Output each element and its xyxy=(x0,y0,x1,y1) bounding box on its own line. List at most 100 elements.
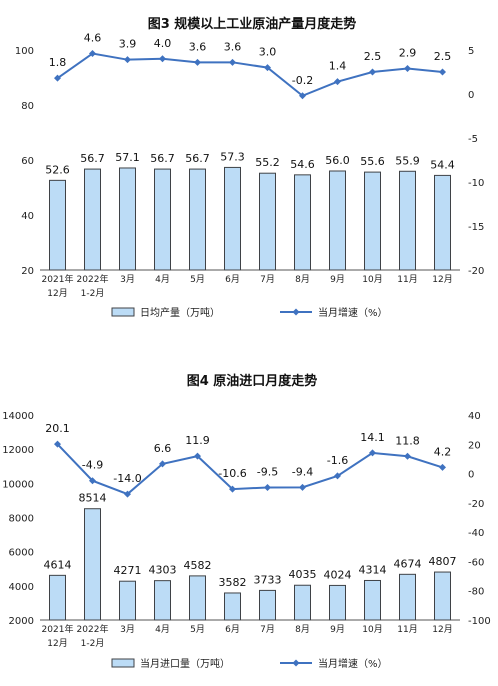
chart2-category-label: 7月 xyxy=(260,624,275,635)
chart2-legend-bar-swatch xyxy=(111,658,135,668)
chart1-bar xyxy=(224,166,241,271)
chart1-right-tick-label: 5 xyxy=(468,46,474,57)
chart2-line-data-label: 4.2 xyxy=(434,445,452,458)
chart1-bar xyxy=(399,170,416,271)
chart2-category-label: 10月 xyxy=(362,624,382,635)
chart2-line-point xyxy=(404,452,411,460)
chart1-legend-line-marker xyxy=(292,308,300,316)
chart1-category-label: 11月 xyxy=(397,274,417,285)
chart2-bar xyxy=(399,573,416,621)
chart2-category-label: 2022年 xyxy=(77,623,109,635)
chart2-bar-data-label: 4674 xyxy=(394,557,422,570)
chart2-category-label: 9月 xyxy=(330,624,345,635)
chart1-bar xyxy=(294,174,311,271)
chart1-bar xyxy=(49,179,66,271)
chart1-title: 图3 规模以上工业原油产量月度走势 xyxy=(148,16,357,32)
chart2-bar xyxy=(364,579,381,621)
chart1-legend-bar-label: 日均产量（万吨） xyxy=(140,306,220,319)
chart1-bar xyxy=(259,172,276,271)
chart2-bar-data-label: 4024 xyxy=(324,568,352,581)
chart1-bar xyxy=(84,168,101,271)
chart2-line-data-label: -1.6 xyxy=(327,454,348,467)
chart2-line-data-label: 6.6 xyxy=(154,442,172,455)
chart2-bar-data-label: 3733 xyxy=(254,573,282,586)
chart2-category-label: 8月 xyxy=(295,624,310,635)
chart1-line-data-label: 3.6 xyxy=(189,40,207,53)
chart1-category-label: 10月 xyxy=(362,274,382,285)
chart1-line-data-label: 2.5 xyxy=(434,50,452,63)
chart2-bar-data-label: 4303 xyxy=(149,564,177,577)
chart2-category-label: 4月 xyxy=(155,624,170,635)
chart2-bar-data-label: 4807 xyxy=(429,555,457,568)
chart1-category-label: 1-2月 xyxy=(81,288,105,299)
chart2-category-label: 2021年 xyxy=(42,623,74,635)
chart2-bar xyxy=(154,580,171,621)
chart1-left-tick-label: 100 xyxy=(15,46,34,57)
chart1-bar-data-label: 54.4 xyxy=(430,158,455,171)
chart2-legend-bar-label: 当月进口量（万吨） xyxy=(140,657,230,670)
chart2-line-point xyxy=(334,472,341,480)
chart2-line-data-label: -9.4 xyxy=(292,465,313,478)
chart1-line-data-label: 1.8 xyxy=(49,56,67,69)
chart2-line-point xyxy=(159,460,166,468)
chart1-line-data-label: 4.0 xyxy=(154,37,172,50)
chart2-left-tick-label: 6000 xyxy=(9,548,34,559)
chart1-legend-bar-swatch xyxy=(111,307,135,317)
chart2-line-data-label: -4.9 xyxy=(82,459,103,472)
chart1-line-point xyxy=(299,92,306,100)
chart1-bar-data-label: 52.6 xyxy=(45,163,70,176)
chart2-right-tick-label: -40 xyxy=(468,528,484,539)
chart1-category-label: 12月 xyxy=(432,274,452,285)
chart2-growth-line xyxy=(56,443,443,496)
chart1-category-label: 2021年 xyxy=(42,273,74,285)
chart2-left-tick-label: 14000 xyxy=(2,411,34,422)
chart1-line-point xyxy=(159,55,166,63)
chart1-line-point xyxy=(439,68,446,76)
chart2-category-label: 5月 xyxy=(190,624,205,635)
chart1-bar-data-label: 56.7 xyxy=(150,152,175,165)
chart1-line-data-label: 3.9 xyxy=(119,38,137,51)
chart1-line-point xyxy=(194,58,201,66)
chart1-growth-line xyxy=(56,52,443,97)
chart1-legend-line-label: 当月增速（%） xyxy=(318,306,388,319)
chart1-bar-data-label: 56.0 xyxy=(325,154,350,167)
chart1-left-tick-label: 20 xyxy=(21,266,34,277)
chart1-right-tick-label: 0 xyxy=(468,90,474,101)
chart2-left-tick-label: 10000 xyxy=(2,479,34,490)
chart2-left-tick-label: 12000 xyxy=(2,445,34,456)
chart1-category-label: 9月 xyxy=(330,274,345,285)
chart2-bar-data-label: 4582 xyxy=(184,559,212,572)
chart1-bar-data-label: 56.7 xyxy=(185,152,210,165)
chart1-left-tick-label: 80 xyxy=(21,101,34,112)
chart1-bar-data-label: 56.7 xyxy=(80,152,105,165)
chart2-line-data-label: -14.0 xyxy=(113,472,141,485)
chart1-bar xyxy=(189,168,206,271)
chart1-left-tick-label: 40 xyxy=(21,211,34,222)
chart2-bar xyxy=(119,580,136,621)
chart2-right-tick-label: -20 xyxy=(468,499,484,510)
chart1-category-label: 2022年 xyxy=(77,273,109,285)
chart1-line-point xyxy=(124,56,131,64)
chart2-bar xyxy=(84,508,101,621)
chart2-left-tick-label: 4000 xyxy=(9,582,34,593)
chart2-bar xyxy=(259,589,276,621)
chart2-line-data-label: 11.9 xyxy=(185,434,210,447)
chart1-right-tick-label: -15 xyxy=(468,222,484,233)
chart2-line-point xyxy=(89,477,96,485)
chart2-line-point xyxy=(439,463,446,471)
chart1-line-data-label: 3.0 xyxy=(259,46,277,59)
chart1-bar-data-label: 54.6 xyxy=(290,158,315,171)
chart1-bar-data-label: 57.3 xyxy=(220,150,245,163)
chart1-category-label: 3月 xyxy=(120,274,135,285)
chart2-line-point xyxy=(299,483,306,491)
chart1-line-point xyxy=(334,78,341,86)
chart1-line-data-label: 3.6 xyxy=(224,40,242,53)
chart2-category-label: 12月 xyxy=(47,638,67,649)
chart1-line-point xyxy=(54,74,61,82)
chart1-line-point xyxy=(404,64,411,72)
chart1-right-tick-label: -10 xyxy=(468,178,484,189)
chart2-bar xyxy=(189,575,206,621)
chart1-bar-data-label: 55.2 xyxy=(255,156,280,169)
chart1-right-tick-label: -5 xyxy=(468,134,478,145)
